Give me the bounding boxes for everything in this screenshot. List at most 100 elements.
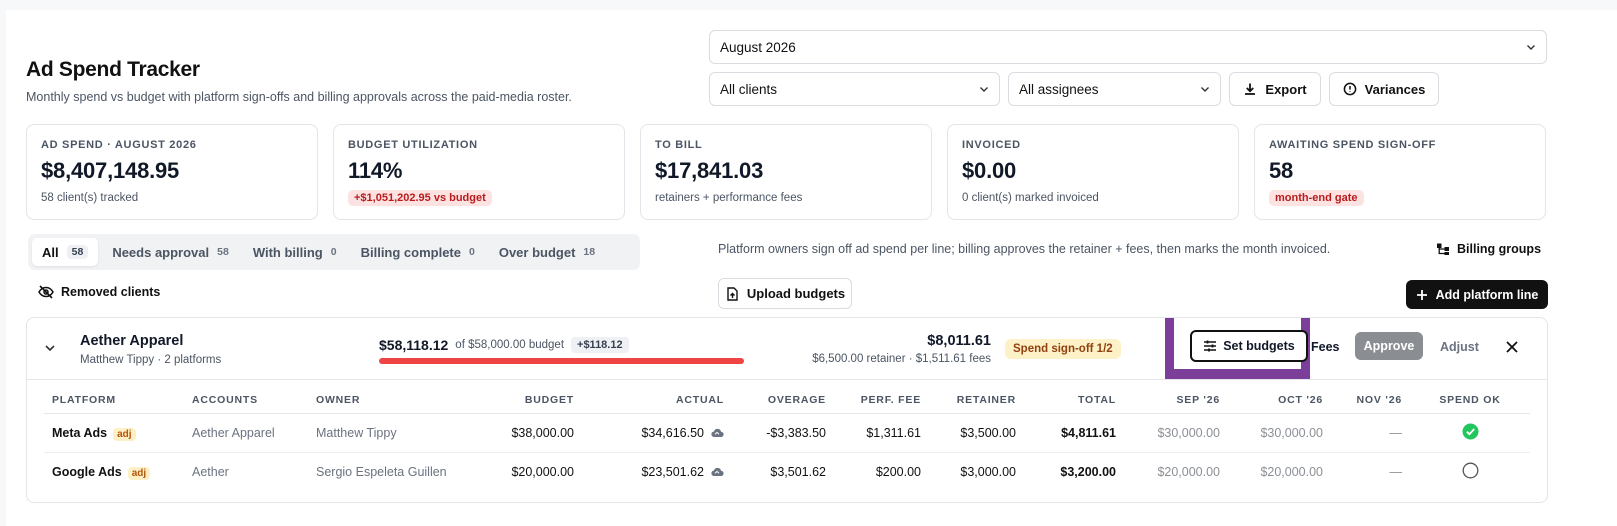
- retainer-cell: $3,000.00: [960, 464, 1016, 479]
- tab-with-billing[interactable]: With billing 0: [243, 238, 347, 266]
- stat-pill: month-end gate: [1269, 190, 1364, 206]
- export-button[interactable]: Export: [1229, 72, 1321, 106]
- client-card: Aether Apparel Matthew Tippy · 2 platfor…: [26, 317, 1548, 503]
- col-accounts: ACCOUNTS: [184, 388, 308, 414]
- focus-highlight: Set budgets: [1165, 318, 1310, 379]
- stat-value: 58: [1269, 158, 1294, 183]
- total-cell: $3,200.00: [1060, 464, 1116, 479]
- clients-select-value: All clients: [720, 81, 778, 97]
- check-circle-icon[interactable]: [1462, 423, 1479, 440]
- tab-all[interactable]: All 58: [32, 238, 99, 266]
- col-overage: OVERAGE: [732, 388, 834, 414]
- nov-cell[interactable]: —: [1389, 464, 1403, 479]
- col-spend-ok: SPEND OK: [1410, 388, 1530, 414]
- approve-button[interactable]: Approve: [1355, 332, 1423, 360]
- chevron-down-icon[interactable]: [44, 342, 56, 354]
- stat-card-budget-utilization: BUDGET UTILIZATION 114% +$1,051,202.95 v…: [333, 124, 625, 220]
- spend-signoff-badge: Spend sign-off 1/2: [1005, 339, 1121, 359]
- tab-needs-approval[interactable]: Needs approval 58: [102, 238, 239, 266]
- hierarchy-icon: [1437, 243, 1449, 255]
- variances-label: Variances: [1364, 81, 1426, 97]
- stat-sub: 0 client(s) marked invoiced: [962, 192, 1099, 204]
- chevron-down-icon: [1527, 45, 1535, 50]
- chevron-down-icon: [980, 87, 988, 92]
- platform-name: Meta Ads: [52, 425, 108, 440]
- set-budgets-button[interactable]: Set budgets: [1190, 330, 1308, 362]
- spend-progress-bar: [379, 358, 744, 364]
- adj-badge: adj: [113, 427, 136, 441]
- tab-over-budget[interactable]: Over budget 18: [489, 238, 605, 266]
- budget-cell[interactable]: $38,000.00: [478, 413, 582, 453]
- perf-fee-cell: $200.00: [875, 464, 921, 479]
- empty-circle-icon[interactable]: [1462, 462, 1479, 479]
- client-total: $8,011.61: [927, 333, 991, 349]
- retainer-cell: $3,500.00: [929, 413, 1024, 453]
- stat-label: INVOICED: [962, 139, 1021, 151]
- client-name[interactable]: Aether Apparel: [80, 333, 184, 349]
- accounts-cell: Aether Apparel: [184, 413, 308, 453]
- billing-groups-label: Billing groups: [1457, 242, 1542, 256]
- tab-billing-complete[interactable]: Billing complete 0: [351, 238, 485, 266]
- oct-cell[interactable]: $20,000.00: [1260, 464, 1323, 479]
- platform-table: PLATFORM ACCOUNTS OWNER BUDGET ACTUAL OV…: [44, 388, 1530, 491]
- adjust-button[interactable]: Adjust: [1440, 340, 1479, 354]
- stat-card-to-bill: TO BILL $17,841.03 retainers + performan…: [640, 124, 932, 220]
- col-sep: SEP '26: [1124, 388, 1228, 414]
- assignees-select-value: All assignees: [1019, 81, 1099, 97]
- col-perf-fee: PERF. FEE: [834, 388, 929, 414]
- month-select-value: August 2026: [720, 39, 796, 55]
- client-spent: $58,118.12: [379, 337, 449, 353]
- workflow-info-text: Platform owners sign off ad spend per li…: [718, 242, 1331, 256]
- assignees-select[interactable]: All assignees: [1008, 72, 1221, 106]
- actual-cell: $34,616.50: [641, 425, 704, 440]
- removed-clients-button[interactable]: Removed clients: [38, 285, 160, 299]
- upload-budgets-button[interactable]: Upload budgets: [718, 278, 852, 309]
- month-select[interactable]: August 2026: [709, 30, 1547, 64]
- billing-groups-button[interactable]: Billing groups: [1436, 242, 1541, 256]
- sliders-icon: [1204, 340, 1217, 352]
- stat-label: AWAITING SPEND SIGN-OFF: [1269, 139, 1437, 151]
- stat-card-invoiced: INVOICED $0.00 0 client(s) marked invoic…: [947, 124, 1239, 220]
- client-meta: Matthew Tippy · 2 platforms: [80, 354, 222, 366]
- total-cell: $4,811.61: [1024, 413, 1124, 453]
- stat-value: $17,841.03: [655, 158, 764, 183]
- col-retainer: RETAINER: [929, 388, 1024, 414]
- close-icon[interactable]: [1505, 340, 1519, 354]
- table-row: Google Ads adj Aether Sergio Espeleta Gui…: [44, 452, 1530, 491]
- file-upload-icon: [727, 286, 738, 301]
- stat-sub: retainers + performance fees: [655, 192, 803, 204]
- col-actual: ACTUAL: [582, 388, 732, 414]
- tab-label: With billing: [252, 244, 323, 260]
- stat-value: $8,407,148.95: [41, 158, 180, 183]
- stat-value: $0.00: [962, 158, 1017, 183]
- tab-label: Billing complete: [360, 244, 461, 260]
- tab-count: 58: [217, 246, 229, 258]
- client-budget: of $58,000.00 budget: [455, 339, 565, 351]
- sep-cell[interactable]: $30,000.00: [1124, 413, 1228, 453]
- col-nov: NOV '26: [1331, 388, 1410, 414]
- owner-cell: Sergio Espeleta Guillen: [316, 464, 447, 479]
- budget-cell[interactable]: $20,000.00: [511, 464, 574, 479]
- stat-label: BUDGET UTILIZATION: [348, 139, 478, 151]
- stat-label: TO BILL: [655, 139, 703, 151]
- nov-cell[interactable]: —: [1331, 413, 1410, 453]
- col-total: TOTAL: [1024, 388, 1124, 414]
- tab-count: 0: [469, 246, 475, 258]
- variances-button[interactable]: Variances: [1329, 72, 1439, 106]
- fees-button[interactable]: Fees: [1311, 340, 1340, 354]
- clients-select[interactable]: All clients: [709, 72, 1000, 106]
- client-overage-badge: +$118.12: [571, 337, 629, 353]
- perf-fee-cell: $1,311.61: [834, 413, 929, 453]
- plus-icon: [1416, 289, 1427, 300]
- stat-card-ad-spend: AD SPEND · AUGUST 2026 $8,407,148.95 58 …: [26, 124, 318, 220]
- stat-sub: 58 client(s) tracked: [41, 192, 139, 204]
- upload-budgets-label: Upload budgets: [746, 286, 846, 301]
- oct-cell[interactable]: $30,000.00: [1228, 413, 1331, 453]
- add-platform-line-button[interactable]: Add platform line: [1406, 280, 1548, 309]
- table-header-row: PLATFORM ACCOUNTS OWNER BUDGET ACTUAL OV…: [44, 388, 1530, 414]
- sep-cell[interactable]: $20,000.00: [1157, 464, 1220, 479]
- owner-cell: Matthew Tippy: [308, 413, 478, 453]
- overage-cell: -$3,383.50: [732, 413, 834, 453]
- adj-badge: adj: [127, 466, 151, 480]
- actual-cell: $23,501.62: [641, 464, 704, 479]
